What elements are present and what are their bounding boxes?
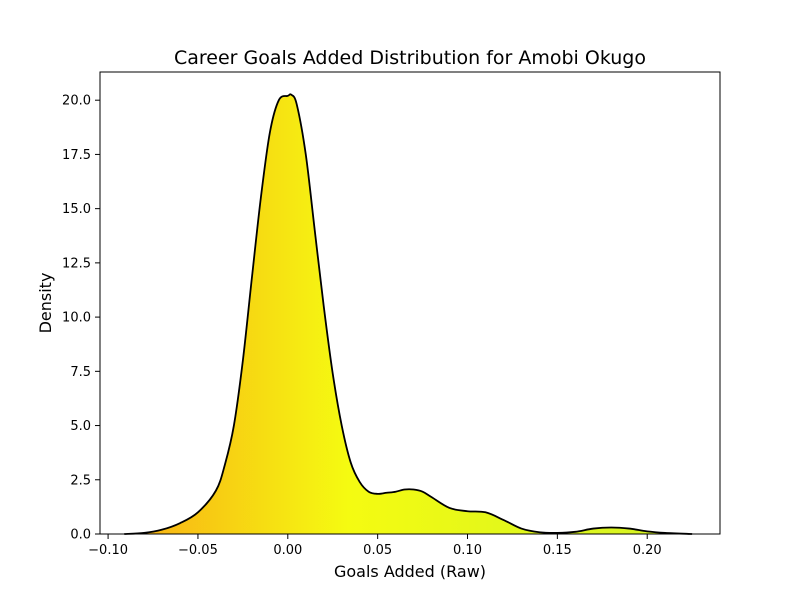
y-axis-title: Density — [36, 273, 55, 334]
y-tick-label: 5.0 — [70, 419, 91, 434]
plot-area — [124, 93, 693, 535]
x-tick-label: 0.10 — [453, 543, 482, 558]
y-tick-label: 7.5 — [70, 365, 91, 380]
chart-title: Career Goals Added Distribution for Amob… — [174, 47, 646, 69]
x-tick-label: −0.10 — [88, 543, 128, 558]
y-tick-label: 10.0 — [62, 311, 91, 326]
x-tick-label: 0.05 — [363, 543, 392, 558]
y-tick-label: 0.0 — [70, 528, 91, 543]
density-curve-line — [124, 93, 693, 535]
density-area-fill — [124, 94, 693, 534]
x-tick-label: 0.00 — [273, 543, 302, 558]
y-tick-label: 12.5 — [62, 256, 91, 271]
x-axis-ticks: −0.10 −0.05 0.00 0.05 0.10 0.15 0.20 — [88, 534, 662, 558]
y-tick-label: 2.5 — [70, 473, 91, 488]
x-tick-label: −0.05 — [178, 543, 218, 558]
plot-frame — [99, 71, 721, 535]
x-tick-label: 0.15 — [543, 543, 572, 558]
x-tick-label: 0.20 — [633, 543, 662, 558]
y-tick-label: 15.0 — [62, 202, 91, 217]
y-tick-label: 17.5 — [62, 148, 91, 163]
x-axis-title: Goals Added (Raw) — [334, 562, 486, 581]
y-axis-ticks: 0.0 2.5 5.0 7.5 10.0 12.5 15.0 17.5 20.0 — [62, 94, 100, 543]
y-tick-label: 20.0 — [62, 94, 91, 109]
